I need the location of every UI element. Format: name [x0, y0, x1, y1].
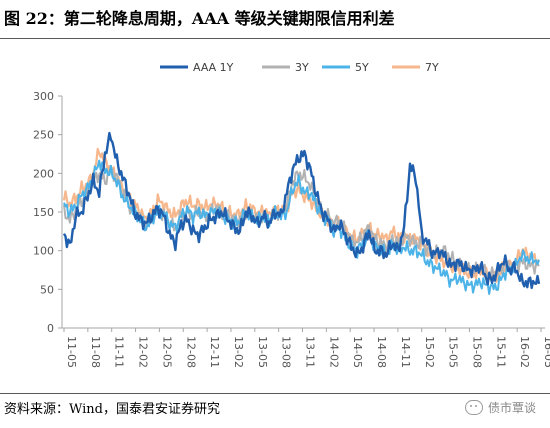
- x-tick-label: 11-05: [65, 336, 78, 368]
- x-tick-label: 16-05: [542, 336, 550, 368]
- x-tick-label: 11-11: [113, 336, 126, 368]
- x-tick-label: 14-08: [375, 336, 388, 368]
- series-line-3y: [63, 166, 540, 280]
- legend-label: 5Y: [355, 61, 369, 74]
- x-tick-label: 12-11: [208, 336, 221, 368]
- legend-label: 7Y: [425, 61, 439, 74]
- y-tick-label: 200: [33, 167, 54, 180]
- legend-label: AAA 1Y: [193, 61, 234, 74]
- series-line-5y: [63, 159, 540, 295]
- x-tick-label: 15-05: [447, 336, 460, 368]
- x-tick-label: 13-08: [280, 336, 293, 368]
- x-tick-label: 16-02: [518, 336, 531, 368]
- x-tick-label: 12-05: [160, 336, 173, 368]
- watermark-text: 债市覃谈: [487, 401, 536, 415]
- series-line-aaa-1y: [62, 131, 541, 290]
- x-tick-label: 13-02: [232, 336, 245, 368]
- y-tick-label: 0: [47, 322, 54, 335]
- chart-title: 图 22：第二轮降息周期，AAA 等级关键期限信用利差: [4, 9, 395, 28]
- x-tick-label: 14-02: [327, 336, 340, 368]
- x-tick-label: 14-11: [399, 336, 412, 368]
- x-tick-label: 15-11: [494, 336, 507, 368]
- wechat-icon: [464, 400, 483, 415]
- x-tick-label: 12-02: [137, 336, 150, 368]
- y-tick-label: 250: [33, 129, 54, 142]
- line-chart: 0 50 100 150 200 250 300 11-05 11-08 11-11 12-02 12…: [33, 61, 550, 368]
- x-tick-label: 13-05: [256, 336, 269, 368]
- x-tick-label: 15-08: [470, 336, 483, 368]
- watermark: 债市覃谈: [464, 399, 536, 416]
- x-tick-label: 11-08: [89, 336, 102, 368]
- legend-label: 3Y: [295, 61, 309, 74]
- y-tick-label: 300: [33, 90, 54, 103]
- title-divider: [0, 38, 550, 39]
- x-tick-label: 12-08: [184, 336, 197, 368]
- y-tick-label: 50: [40, 283, 54, 296]
- y-tick-label: 100: [33, 245, 54, 258]
- x-tick-label: 13-11: [304, 336, 317, 368]
- x-tick-label: 14-05: [351, 336, 364, 368]
- x-tick-label: 15-02: [423, 336, 436, 368]
- source-note: 资料来源：Wind，国泰君安证券研究: [4, 402, 220, 417]
- footer-divider: [0, 393, 550, 394]
- y-tick-label: 150: [33, 206, 54, 219]
